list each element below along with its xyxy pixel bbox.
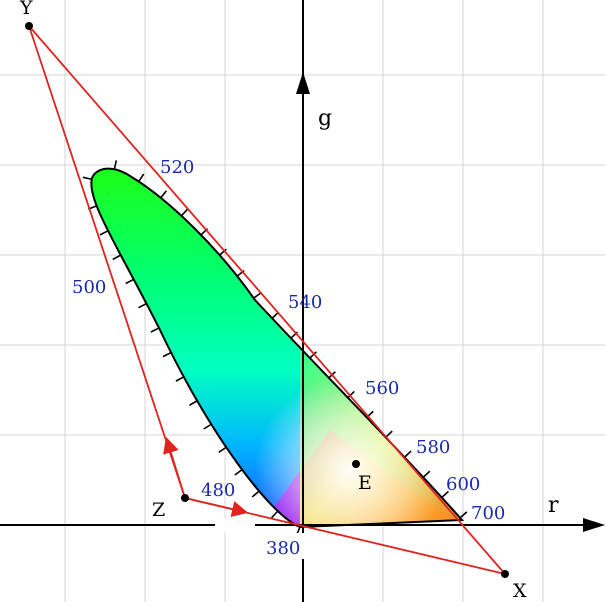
points: [25, 22, 509, 578]
xyz-triangle: [28, 25, 506, 575]
r-axis-arrowhead: [583, 518, 605, 532]
wavelength-ticks: [82, 160, 468, 536]
locus-tick: [309, 351, 317, 359]
locus-tick: [99, 230, 109, 236]
spectral-locus-fill: [91, 168, 462, 528]
locus-tick: [271, 510, 279, 519]
locus-tick: [219, 248, 227, 256]
locus-tick: [203, 423, 212, 430]
wavelength-label-540: 540: [288, 292, 322, 313]
axis-label-r: r: [548, 493, 559, 518]
wavelength-label-580: 580: [416, 437, 450, 458]
wavelength-label-520: 520: [160, 157, 194, 178]
point-z: [181, 494, 189, 502]
wavelength-label-380: 380: [266, 538, 300, 559]
axis-label-g: g: [318, 106, 332, 131]
label-backdrop: [215, 518, 255, 532]
locus-tick: [138, 173, 145, 182]
locus-tick: [218, 446, 227, 453]
locus-tick: [150, 327, 160, 333]
point-x: [501, 570, 509, 578]
locus-tick: [82, 176, 92, 181]
label-x: X: [513, 580, 527, 602]
wavelength-label-500: 500: [72, 277, 106, 298]
locus-tick: [251, 490, 260, 498]
arrow-z-to-x: [184, 497, 249, 517]
locus-tick: [162, 351, 172, 358]
locus-tick: [125, 278, 135, 285]
wavelength-label-560: 560: [365, 378, 399, 399]
locus-tick: [385, 430, 393, 438]
locus-tick: [441, 490, 449, 499]
locus-tick: [253, 292, 262, 299]
locus-tick: [138, 302, 147, 309]
locus-tick: [347, 390, 355, 399]
label-e: E: [358, 472, 372, 494]
locus-tick: [160, 190, 168, 199]
wavelength-label-480: 480: [201, 480, 235, 501]
arrow-z-to-y: [163, 436, 186, 499]
locus-tick: [189, 400, 198, 406]
label-backdrop-380: [268, 533, 313, 559]
locus-tick: [459, 511, 468, 519]
label-y: Y: [19, 0, 33, 19]
spectral-locus-outline: [90, 167, 465, 529]
locus-tick: [234, 468, 243, 476]
locus-tick: [113, 160, 118, 170]
point-e: [352, 460, 360, 468]
locus-tick: [403, 450, 412, 458]
triangle-edge-yz: [28, 25, 186, 499]
point-y: [25, 22, 33, 30]
wavelength-label-700: 700: [471, 503, 505, 524]
locus-tick: [112, 254, 122, 261]
locus-tick: [422, 470, 431, 478]
wavelength-label-600: 600: [446, 474, 480, 495]
locus-tick: [180, 208, 189, 217]
g-axis-arrowhead: [296, 72, 310, 94]
label-z: Z: [152, 499, 165, 521]
locus-tick: [175, 376, 185, 382]
triangle-edge-yx: [28, 25, 506, 575]
